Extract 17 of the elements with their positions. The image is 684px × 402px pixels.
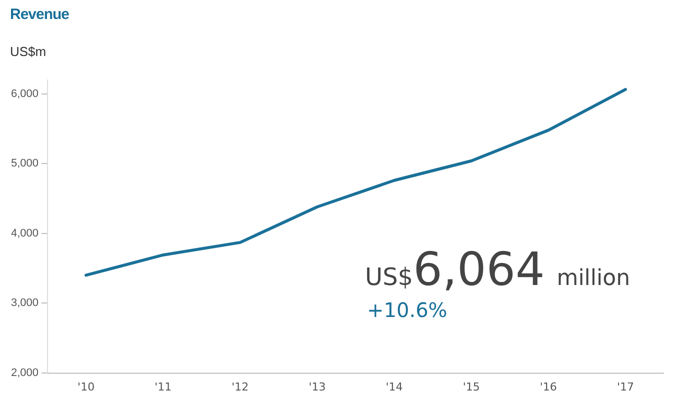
y-tick-label: 2,000 [10, 366, 39, 379]
x-tick-label: '12 [232, 380, 249, 394]
x-tick-label: '15 [462, 380, 480, 394]
x-tick-label: '17 [616, 380, 634, 394]
chart-title: Revenue [10, 6, 70, 23]
x-tick-label: '10 [78, 380, 95, 394]
y-tick-label: 3,000 [10, 297, 39, 310]
y-tick-label: 5,000 [10, 158, 39, 170]
annotation: US$6,064 million [365, 242, 630, 296]
x-tick-label: '16 [540, 380, 557, 394]
x-tick-label: '11 [154, 380, 172, 394]
y-tick-label: 6,000 [10, 88, 39, 100]
x-tick-label: '13 [308, 380, 326, 394]
y-tick-label: 4,000 [10, 227, 39, 240]
x-tick-label: '14 [386, 380, 403, 394]
annotation: +10.6% [367, 298, 448, 322]
y-axis-title: US$m [10, 44, 46, 59]
